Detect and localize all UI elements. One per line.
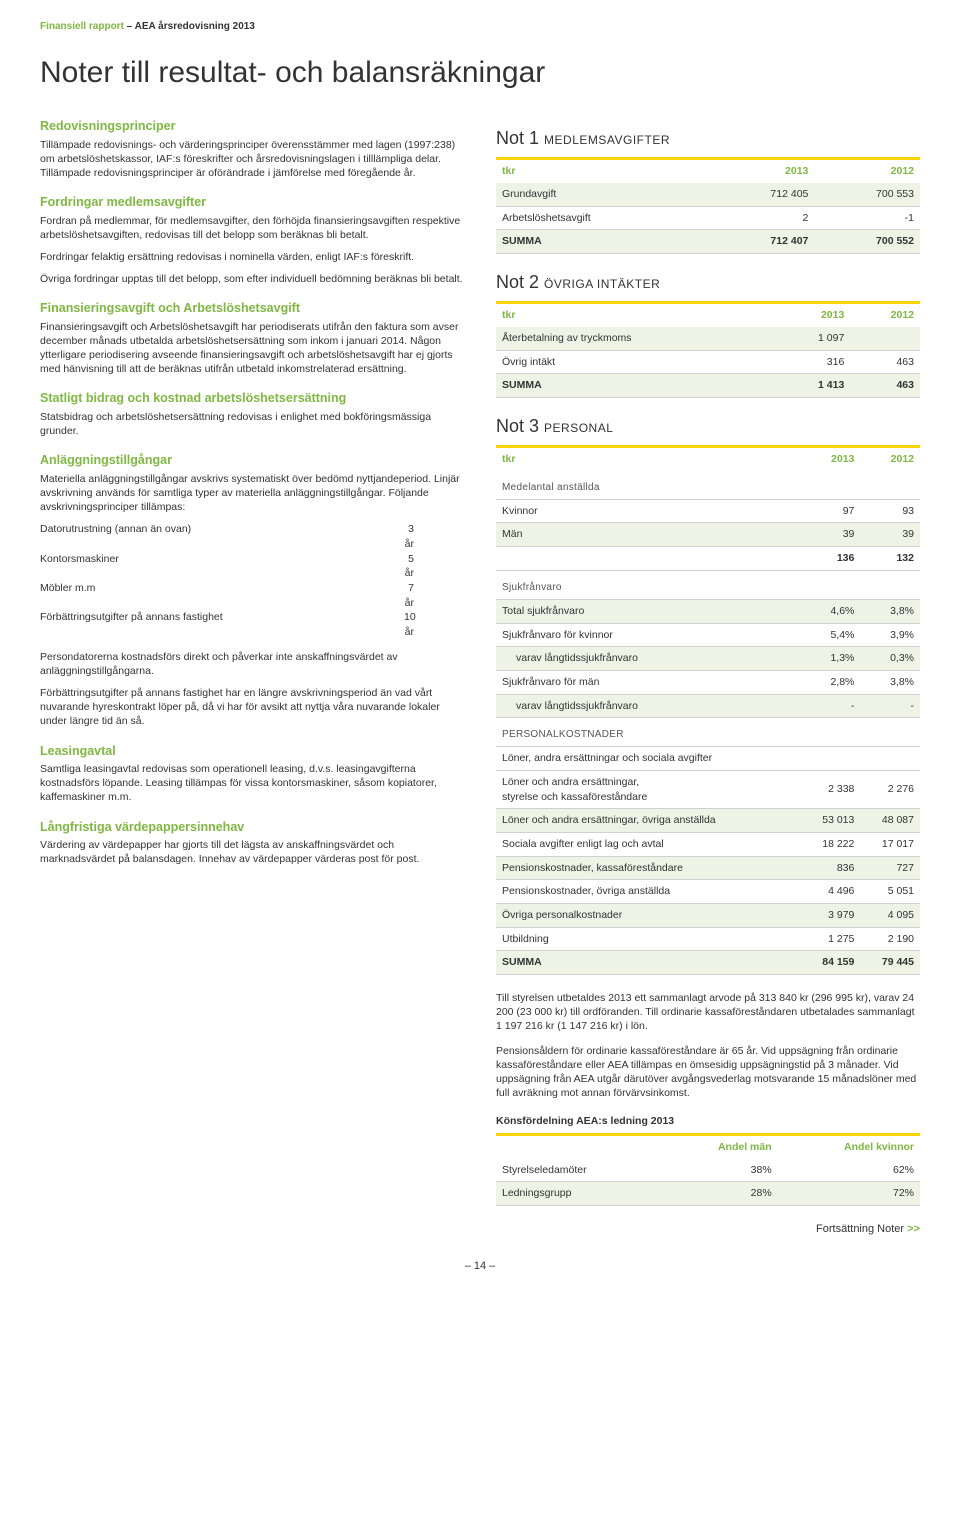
continuation-note: Fortsättning Noter >> <box>496 1222 920 1237</box>
header-section: Finansiell rapport <box>40 21 124 32</box>
body-text: Övriga fordringar upptas till det belopp… <box>40 272 464 286</box>
body-text: Fordringar felaktig ersättning redovisas… <box>40 250 464 264</box>
body-text: Samtliga leasingavtal redovisas som oper… <box>40 762 464 805</box>
col-header: 2013 <box>801 447 861 471</box>
page-number: – 14 – <box>40 1259 920 1274</box>
konsford-table: Andel män Andel kvinnor Styrelseledamöte… <box>496 1133 920 1206</box>
section-leasing: Leasingavtal <box>40 743 464 761</box>
body-text: Tillämpade redovisnings- och värderingsp… <box>40 138 464 181</box>
not3-table: tkr 2013 2012 Medelantal anställdaKvinno… <box>496 445 920 975</box>
depreciation-list: Datorutrustning (annan än ovan)3 år Kont… <box>40 522 464 640</box>
list-item: Kontorsmaskiner5 år <box>40 552 464 581</box>
page-header: Finansiell rapport – AEA årsredovisning … <box>40 20 920 34</box>
left-column: Redovisningsprinciper Tillämpade redovis… <box>40 118 464 1237</box>
col-header: 2012 <box>860 447 920 471</box>
col-header: 2012 <box>850 303 920 327</box>
page-title: Noter till resultat- och balansräkningar <box>40 52 920 94</box>
col-header: tkr <box>496 303 775 327</box>
body-text: Värdering av värdepapper har gjorts till… <box>40 838 464 866</box>
body-text: Förbättringsutgifter på annans fastighet… <box>40 686 464 729</box>
not1-title: Not 1 MEDLEMSAVGIFTER <box>496 126 920 151</box>
not2-title: Not 2 ÖVRIGA INTÄKTER <box>496 270 920 295</box>
not2-table: tkr 2013 2012 Återbetalning av tryckmoms… <box>496 301 920 398</box>
section-langfristiga: Långfristiga värdepappersinnehav <box>40 819 464 837</box>
foot-p2: Pensionsåldern för ordinarie kassaförest… <box>496 1044 920 1101</box>
col-header <box>496 1135 664 1159</box>
body-text: Persondatorerna kostnadsförs direkt och … <box>40 650 464 678</box>
list-item: Möbler m.m7 år <box>40 581 464 610</box>
body-text: Fordran på medlemmar, för medlemsavgifte… <box>40 214 464 242</box>
header-title: AEA årsredovisning 2013 <box>135 21 255 32</box>
not1-table: tkr 2013 2012 Grundavgift712 405700 553A… <box>496 157 920 254</box>
list-item: Förbättringsutgifter på annans fastighet… <box>40 610 464 639</box>
body-text: Materiella anläggningstillgångar avskriv… <box>40 472 464 515</box>
konsford-title: Könsfördelning AEA:s ledning 2013 <box>496 1114 920 1129</box>
col-header: 2013 <box>775 303 850 327</box>
header-sep: – <box>124 21 135 32</box>
arrow-icon: >> <box>907 1223 920 1235</box>
col-header: tkr <box>496 447 801 471</box>
section-finansieringsavgift: Finansieringsavgift och Arbetslöshetsavg… <box>40 300 464 318</box>
section-anlaggning: Anläggningstillgångar <box>40 452 464 470</box>
col-header: tkr <box>496 159 709 183</box>
right-column: Not 1 MEDLEMSAVGIFTER tkr 2013 2012 Grun… <box>496 118 920 1237</box>
col-header: 2012 <box>814 159 920 183</box>
section-redovisningsprinciper: Redovisningsprinciper <box>40 118 464 136</box>
not3-title: Not 3 PERSONAL <box>496 414 920 439</box>
foot-p1: Till styrelsen utbetaldes 2013 ett samma… <box>496 991 920 1034</box>
list-item: Datorutrustning (annan än ovan)3 år <box>40 522 464 551</box>
body-text: Finansieringsavgift och Arbetslöshetsavg… <box>40 320 464 377</box>
section-statligt: Statligt bidrag och kostnad arbetslöshet… <box>40 390 464 408</box>
body-text: Statsbidrag och arbetslöshetsersättning … <box>40 410 464 438</box>
col-header: Andel kvinnor <box>778 1135 920 1159</box>
section-fordringar: Fordringar medlemsavgifter <box>40 194 464 212</box>
col-header: 2013 <box>709 159 815 183</box>
col-header: Andel män <box>664 1135 778 1159</box>
